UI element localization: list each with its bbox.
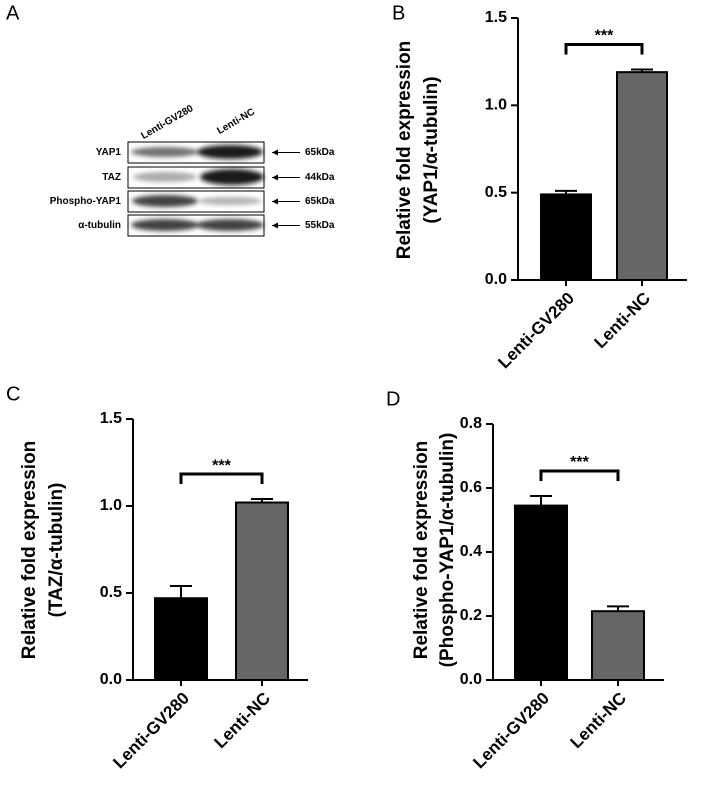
chart: B Relative fold expression (YAP1/α-tubulin… — [392, 2, 687, 372]
blot-frame — [127, 214, 265, 237]
error-bar — [251, 498, 273, 503]
y-tick-label: 0.0 — [460, 671, 482, 688]
arrow-head — [272, 198, 278, 205]
x-tick-label: Lenti-GV280 — [469, 689, 553, 773]
band-name: YAP1 — [96, 147, 122, 158]
band-name: α-tubulin — [78, 220, 121, 231]
y-tick-label: 0.5 — [485, 184, 507, 201]
chart: D Relative fold expression (Phospho-YAP1/α… — [386, 388, 664, 772]
x-tick-label: Lenti-GV280 — [109, 689, 193, 773]
x-tick-label: Lenti-NC — [590, 289, 654, 353]
blot-frame — [127, 141, 265, 164]
y-tick-label: 0.2 — [460, 607, 482, 624]
y-tick-label: 0.0 — [485, 271, 507, 288]
x-tick-label: Lenti-GV280 — [494, 289, 578, 373]
y-axis-label: Relative fold expression — [411, 441, 432, 660]
y-axis-label: (YAP1/α-tubulin) — [421, 76, 442, 223]
western-blot: A Lenti-GV280 Lenti-NC YAP1 65kDa TAZ 44kDa… — [6, 2, 335, 237]
significance-bracket — [179, 472, 264, 485]
error-bar — [555, 189, 577, 195]
error-bar — [631, 68, 653, 73]
y-tick-label: 0.5 — [100, 584, 122, 601]
y-tick-label: 0.6 — [460, 479, 482, 496]
y-axis-label: (Phospho-YAP1/α-tubulin) — [437, 433, 458, 668]
lane-label: Lenti-GV280 — [139, 103, 195, 142]
bar — [540, 193, 592, 281]
y-tick-label: 1.5 — [485, 9, 507, 26]
y-axis-label: Relative fold expression — [394, 41, 415, 260]
bar — [154, 597, 208, 681]
y-axis-label: Relative fold expression — [19, 441, 40, 660]
panel-label: C — [6, 383, 20, 405]
panel-label: D — [386, 388, 400, 410]
panel-label: B — [392, 2, 405, 24]
x-tick-label: Lenti-NC — [210, 689, 274, 753]
y-tick-label: 0.8 — [460, 415, 482, 432]
band-name: Phospho-YAP1 — [50, 196, 122, 207]
bar — [591, 610, 645, 682]
error-bar — [170, 585, 192, 599]
x-tick-label: Lenti-NC — [566, 689, 630, 753]
y-tick-label: 0.0 — [100, 671, 122, 688]
y-tick-label: 0.4 — [460, 543, 482, 560]
panel-label: A — [6, 2, 20, 24]
y-tick-label: 1.0 — [485, 97, 507, 114]
error-bar — [530, 495, 552, 506]
band-name: TAZ — [102, 172, 121, 183]
significance-bracket — [564, 43, 644, 55]
bar — [514, 504, 568, 681]
arrow-head — [272, 174, 278, 181]
y-axis-label: (TAZ/α-tubulin) — [46, 483, 67, 618]
bar — [616, 71, 668, 281]
error-bar — [607, 605, 629, 612]
arrow-head — [272, 149, 278, 156]
band-size: 65kDa — [305, 147, 335, 158]
band-images — [131, 145, 264, 231]
lane-label: Lenti-NC — [215, 107, 257, 137]
significance-label: *** — [212, 457, 231, 474]
significance-label: *** — [570, 454, 589, 471]
chart: C Relative fold expression (TAZ/α-tubulin)… — [6, 383, 308, 772]
arrow-head — [272, 222, 278, 229]
blot-frame — [127, 190, 265, 213]
blot-frame — [127, 166, 265, 189]
y-tick-label: 1.0 — [100, 497, 122, 514]
band-size: 44kDa — [305, 172, 335, 183]
bar — [235, 501, 289, 681]
significance-label: *** — [595, 28, 614, 45]
band-size: 55kDa — [305, 220, 335, 231]
significance-bracket — [539, 469, 620, 481]
band-size: 65kDa — [305, 196, 335, 207]
y-tick-label: 1.5 — [100, 410, 122, 427]
